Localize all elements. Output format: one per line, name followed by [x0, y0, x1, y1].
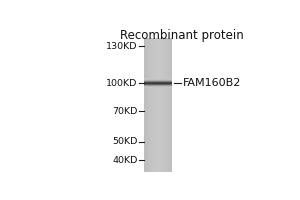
Text: FAM160B2: FAM160B2 [183, 78, 241, 88]
Text: 130KD: 130KD [106, 42, 137, 51]
Text: 40KD: 40KD [112, 156, 137, 165]
Text: 70KD: 70KD [112, 107, 137, 116]
Text: 100KD: 100KD [106, 79, 137, 88]
Text: 50KD: 50KD [112, 137, 137, 146]
Text: Recombinant protein: Recombinant protein [120, 29, 244, 42]
